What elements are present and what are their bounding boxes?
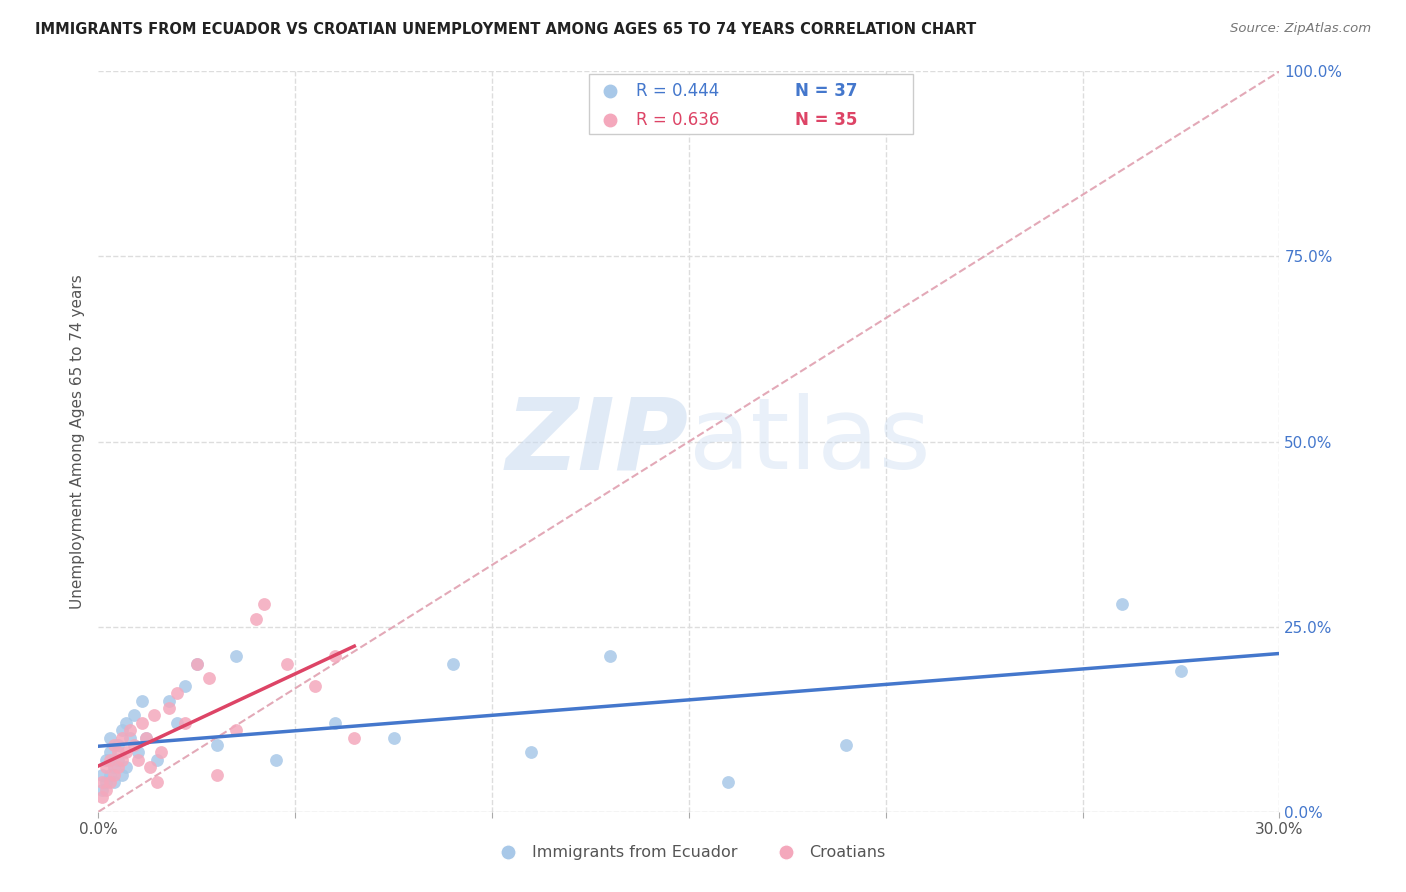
Point bbox=[103, 775, 125, 789]
Point bbox=[98, 775, 121, 789]
FancyBboxPatch shape bbox=[589, 73, 914, 135]
Point bbox=[111, 731, 134, 745]
Point bbox=[135, 731, 157, 745]
Point bbox=[174, 715, 197, 730]
Point bbox=[111, 767, 134, 781]
Point bbox=[111, 723, 134, 738]
Point bbox=[127, 746, 149, 760]
Point bbox=[166, 715, 188, 730]
Point bbox=[245, 612, 267, 626]
Point bbox=[1111, 598, 1133, 612]
Point bbox=[835, 738, 858, 752]
Y-axis label: Unemployment Among Ages 65 to 74 years: Unemployment Among Ages 65 to 74 years bbox=[69, 274, 84, 609]
Text: N = 35: N = 35 bbox=[796, 111, 858, 128]
Point bbox=[599, 649, 621, 664]
Point bbox=[103, 738, 125, 752]
Point bbox=[115, 746, 138, 760]
Text: R = 0.444: R = 0.444 bbox=[636, 81, 718, 100]
Point bbox=[264, 753, 287, 767]
Text: N = 37: N = 37 bbox=[796, 81, 858, 100]
Point bbox=[98, 767, 121, 781]
Text: atlas: atlas bbox=[689, 393, 931, 490]
Point bbox=[118, 723, 141, 738]
Text: IMMIGRANTS FROM ECUADOR VS CROATIAN UNEMPLOYMENT AMONG AGES 65 TO 74 YEARS CORRE: IMMIGRANTS FROM ECUADOR VS CROATIAN UNEM… bbox=[35, 22, 976, 37]
Point bbox=[98, 731, 121, 745]
Point bbox=[118, 731, 141, 745]
Point bbox=[205, 738, 228, 752]
Point bbox=[131, 694, 153, 708]
Point bbox=[186, 657, 208, 671]
Point bbox=[717, 775, 740, 789]
Point bbox=[520, 746, 543, 760]
Point bbox=[111, 753, 134, 767]
Point bbox=[146, 775, 169, 789]
Point bbox=[91, 767, 114, 781]
Text: R = 0.636: R = 0.636 bbox=[636, 111, 718, 128]
Point bbox=[115, 760, 138, 774]
Point bbox=[146, 753, 169, 767]
Point bbox=[157, 694, 180, 708]
Point bbox=[205, 767, 228, 781]
Point bbox=[150, 746, 173, 760]
Point bbox=[107, 746, 129, 760]
Point bbox=[98, 753, 121, 767]
Point bbox=[103, 767, 125, 781]
Point bbox=[96, 760, 118, 774]
Point bbox=[91, 789, 114, 804]
Text: Source: ZipAtlas.com: Source: ZipAtlas.com bbox=[1230, 22, 1371, 36]
Point bbox=[131, 715, 153, 730]
Point bbox=[382, 731, 405, 745]
Point bbox=[304, 679, 326, 693]
Point bbox=[323, 715, 346, 730]
Text: ZIP: ZIP bbox=[506, 393, 689, 490]
Point bbox=[91, 775, 114, 789]
Point bbox=[157, 701, 180, 715]
Point bbox=[225, 723, 247, 738]
Point bbox=[135, 731, 157, 745]
Point bbox=[174, 679, 197, 693]
Point bbox=[142, 708, 165, 723]
Point bbox=[98, 746, 121, 760]
Point bbox=[96, 775, 118, 789]
Point bbox=[1170, 664, 1192, 678]
Point bbox=[103, 760, 125, 774]
Point bbox=[107, 738, 129, 752]
Point bbox=[323, 649, 346, 664]
Point bbox=[96, 753, 118, 767]
Point bbox=[96, 782, 118, 797]
Point bbox=[276, 657, 298, 671]
Point bbox=[107, 753, 129, 767]
Point bbox=[127, 753, 149, 767]
Point bbox=[91, 782, 114, 797]
Legend: Immigrants from Ecuador, Croatians: Immigrants from Ecuador, Croatians bbox=[486, 838, 891, 867]
Point bbox=[197, 672, 219, 686]
Point bbox=[186, 657, 208, 671]
Point bbox=[253, 598, 276, 612]
Point bbox=[107, 760, 129, 774]
Point bbox=[343, 731, 366, 745]
Point bbox=[225, 649, 247, 664]
Point bbox=[166, 686, 188, 700]
Point bbox=[115, 715, 138, 730]
Point bbox=[138, 760, 160, 774]
Point bbox=[441, 657, 464, 671]
Point bbox=[122, 738, 145, 752]
Point bbox=[122, 708, 145, 723]
